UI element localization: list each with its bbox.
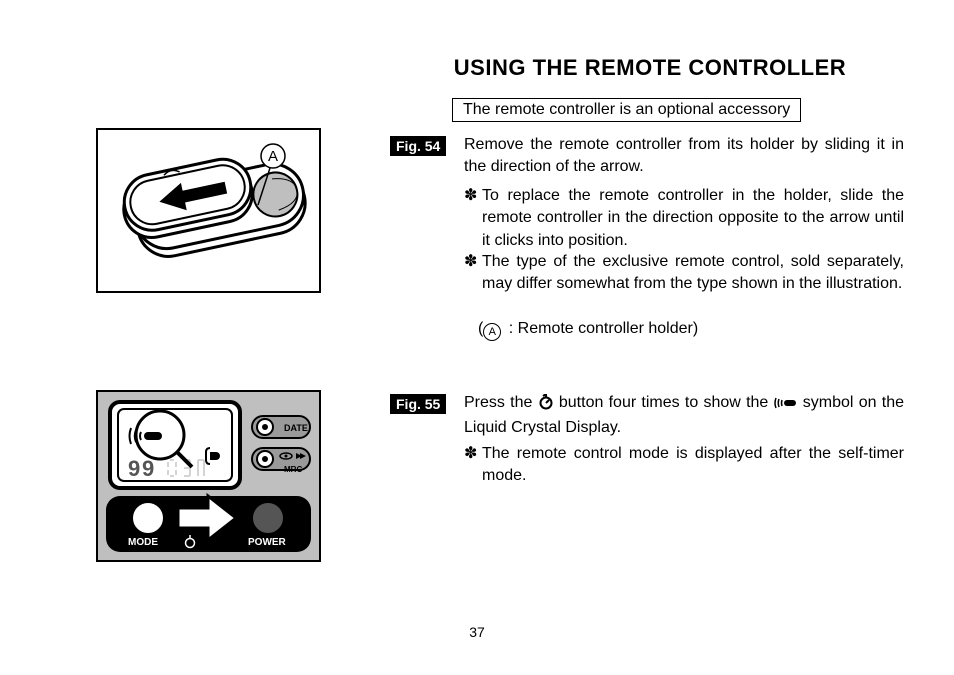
fig55-label: Fig. 55 [390, 394, 446, 414]
selftimer-icon [538, 394, 554, 417]
remote-signal-icon [774, 395, 798, 417]
fig55-p1-mid: button four times to show the [559, 394, 774, 411]
svg-text:9: 9 [128, 456, 140, 481]
svg-text:9: 9 [142, 456, 154, 481]
fig54-paragraph-2: ✽ To replace the remote controller in th… [464, 185, 904, 252]
fig54-label: Fig. 54 [390, 136, 446, 156]
fig54-p3-text: The type of the exclusive remote control… [482, 251, 904, 296]
fig55-paragraph-2: ✽ The remote control mode is displayed a… [464, 443, 904, 488]
accessory-note: The remote controller is an optional acc… [452, 98, 801, 122]
manual-page: USING THE REMOTE CONTROLLER The remote c… [0, 0, 954, 675]
svg-text:MRC: MRC [284, 465, 302, 474]
page-title: USING THE REMOTE CONTROLLER [390, 55, 910, 81]
note-marker-icon: ✽ [464, 251, 482, 296]
svg-text:MODE: MODE [128, 537, 158, 548]
fig55-p1-prefix: Press the [464, 394, 538, 411]
note-marker-icon: ✽ [464, 185, 482, 252]
fig54-paragraph-3: ✽ The type of the exclusive remote contr… [464, 251, 904, 296]
svg-text:A: A [268, 148, 278, 165]
fig54-paragraph-1: Remove the remote controller from its ho… [464, 134, 904, 179]
fig55-paragraph-1: Press the button four times to show the … [464, 392, 904, 440]
page-number: 37 [0, 624, 954, 640]
svg-text:POWER: POWER [248, 537, 287, 548]
fig54-illustration: A [96, 128, 321, 293]
fig54-p3b-text: : Remote controller holder) [504, 320, 698, 337]
fig55-illustration: 9 9 DATE [96, 390, 321, 562]
note-marker-icon: ✽ [464, 443, 482, 488]
svg-text:DATE: DATE [284, 423, 308, 433]
fig54-paragraph-3b: (A : Remote controller holder) [478, 318, 904, 341]
fig55-p2-text: The remote control mode is displayed aft… [482, 443, 904, 488]
callout-a-icon: A [483, 323, 501, 341]
fig54-p2-text: To replace the remote controller in the … [482, 185, 904, 252]
